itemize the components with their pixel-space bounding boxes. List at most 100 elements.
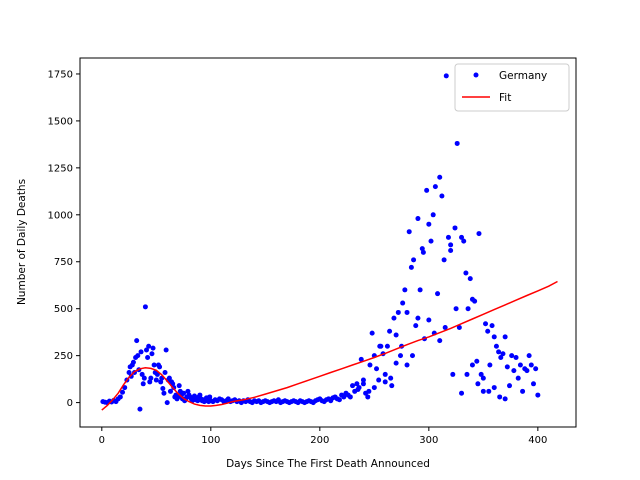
data-point-germany: [139, 371, 145, 377]
data-point-germany: [389, 383, 395, 389]
data-point-germany: [426, 221, 432, 227]
data-point-germany: [166, 375, 172, 381]
data-point-germany: [404, 362, 410, 368]
data-point-germany: [358, 356, 364, 362]
data-point-germany: [515, 375, 521, 381]
data-point-germany: [160, 386, 166, 392]
data-point-germany: [388, 375, 394, 381]
y-tick-label: 1500: [48, 116, 73, 127]
data-point-germany: [409, 353, 415, 359]
data-point-germany: [486, 388, 492, 394]
data-point-germany: [480, 388, 486, 394]
data-point-germany: [384, 343, 390, 349]
fit-line: [101, 280, 558, 411]
data-point-germany: [147, 379, 153, 385]
data-point-germany: [445, 234, 451, 240]
data-point-germany: [142, 304, 148, 310]
data-point-germany: [354, 381, 360, 387]
data-point-germany: [360, 377, 366, 383]
y-tick-label: 750: [54, 257, 73, 268]
data-point-germany: [413, 323, 419, 329]
data-point-germany: [437, 174, 443, 180]
data-point-germany: [426, 317, 432, 323]
data-point-germany: [411, 257, 417, 263]
data-point-germany: [415, 315, 421, 321]
data-point-germany: [145, 355, 151, 361]
data-point-germany: [469, 362, 475, 368]
data-point-germany: [467, 276, 473, 282]
data-point-germany: [134, 338, 140, 344]
data-point-germany: [419, 246, 425, 252]
data-point-germany: [463, 270, 469, 276]
data-point-germany: [528, 362, 534, 368]
data-point-germany: [408, 264, 414, 270]
data-point-germany: [176, 383, 182, 389]
data-point-germany: [517, 362, 523, 368]
data-point-germany: [128, 373, 134, 379]
x-axis-label: Days Since The First Death Announced: [226, 458, 430, 470]
data-point-germany: [141, 375, 147, 381]
data-point-germany: [450, 371, 456, 377]
data-point-germany: [513, 355, 519, 361]
data-point-germany: [507, 383, 513, 389]
data-point-germany: [151, 362, 157, 368]
data-point-germany: [415, 216, 421, 222]
data-point-germany: [496, 349, 502, 355]
data-point-germany: [435, 291, 441, 297]
data-point-germany: [437, 338, 443, 344]
data-point-germany: [120, 389, 126, 395]
x-tick-label: 200: [310, 435, 329, 446]
data-point-germany: [406, 229, 412, 235]
data-point-germany: [130, 359, 136, 365]
legend: Germany Fit: [454, 63, 570, 112]
data-point-germany: [393, 332, 399, 338]
x-tick-label: 400: [528, 435, 547, 446]
data-point-germany: [161, 390, 167, 396]
y-axis-label: Number of Daily Deaths: [16, 179, 28, 305]
data-point-germany: [369, 330, 375, 336]
data-point-germany: [448, 247, 454, 253]
data-point-germany: [504, 364, 510, 370]
data-point-germany: [487, 362, 493, 368]
data-point-germany: [478, 371, 484, 377]
data-point-germany: [366, 388, 372, 394]
legend-label-fit: Fit: [499, 92, 511, 104]
data-point-germany: [382, 371, 388, 377]
data-point-germany: [138, 349, 144, 355]
data-point-germany: [397, 353, 403, 359]
data-point-germany: [387, 328, 393, 334]
data-point-germany: [459, 234, 465, 240]
data-point-germany: [476, 231, 482, 237]
data-point-germany: [491, 334, 497, 340]
data-point-germany: [336, 397, 342, 403]
data-point-germany: [474, 358, 480, 364]
data-point-germany: [520, 388, 526, 394]
data-point-germany: [428, 238, 434, 244]
data-point-germany: [350, 383, 356, 389]
data-point-germany: [367, 362, 373, 368]
y-tick-label: 250: [54, 351, 73, 362]
plot-area: [100, 73, 558, 412]
data-point-germany: [489, 323, 495, 329]
y-tick-label: 500: [54, 304, 73, 315]
data-point-germany: [502, 396, 508, 402]
data-point-germany: [509, 353, 515, 359]
data-point-germany: [164, 400, 170, 406]
data-point-germany: [453, 306, 459, 312]
data-point-germany: [163, 347, 169, 353]
data-point-germany: [491, 385, 497, 391]
data-point-germany: [461, 238, 467, 244]
data-point-germany: [443, 73, 449, 79]
data-point-germany: [483, 321, 489, 327]
data-point-germany: [465, 306, 471, 312]
data-point-germany: [439, 193, 445, 199]
data-point-germany: [341, 394, 347, 400]
data-point-germany: [382, 379, 388, 385]
data-point-germany: [485, 328, 491, 334]
data-point-germany: [526, 353, 532, 359]
data-point-germany: [140, 381, 146, 387]
x-tick-label: 0: [99, 435, 105, 446]
data-point-germany: [181, 390, 187, 396]
data-point-germany: [126, 370, 132, 376]
data-point-germany: [157, 364, 163, 370]
